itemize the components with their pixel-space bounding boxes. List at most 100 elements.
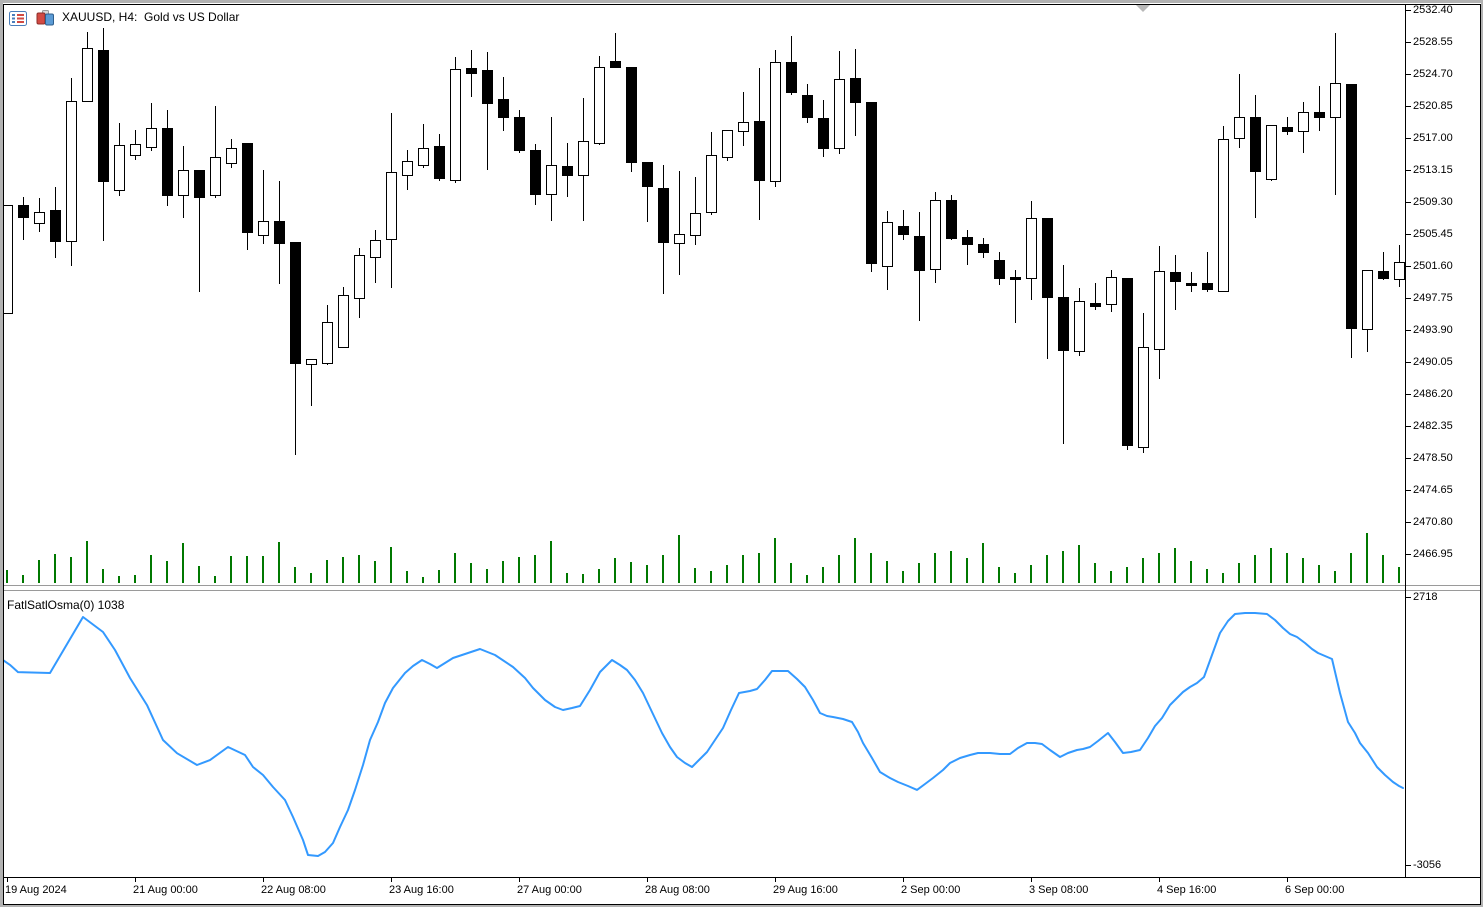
volume-bar xyxy=(150,555,152,583)
volume-bar xyxy=(838,555,840,583)
price-axis-tick xyxy=(1406,138,1411,139)
candle-body xyxy=(930,200,941,270)
candle-body xyxy=(130,144,141,156)
chart-shift-marker-icon[interactable] xyxy=(1136,5,1150,12)
volume-bar xyxy=(1046,555,1048,583)
volume-bar xyxy=(502,561,504,583)
candle-wick xyxy=(1207,252,1208,292)
candle-body xyxy=(226,148,237,164)
price-axis-tick xyxy=(1406,170,1411,171)
volume-bar xyxy=(1110,571,1112,583)
candle-body xyxy=(754,121,765,181)
time-axis-tick xyxy=(1031,878,1032,882)
volume-bar xyxy=(950,551,952,583)
volume-bar xyxy=(278,542,280,583)
panel-splitter-bottom[interactable] xyxy=(4,590,1480,591)
candle-wick xyxy=(679,171,680,275)
candle-wick xyxy=(23,197,24,240)
indicator-axis-tick xyxy=(1406,597,1411,598)
candle-body xyxy=(50,210,61,242)
price-axis-tick xyxy=(1406,426,1411,427)
price-axis-tick xyxy=(1406,394,1411,395)
price-axis[interactable]: 2532.40 2528.55 2524.70 2520.85 2517.00 2513.… xyxy=(1405,0,1483,585)
candle-body xyxy=(418,148,429,166)
candle-body xyxy=(1122,278,1133,446)
volume-bar xyxy=(1318,565,1320,583)
candle-body xyxy=(626,67,637,163)
indicator-axis-label: 2718 xyxy=(1413,591,1438,603)
price-axis-label: 2532.40 xyxy=(1413,4,1453,16)
candle-body xyxy=(1202,283,1213,290)
candle-layer[interactable] xyxy=(0,0,1405,907)
time-axis-label: 22 Aug 08:00 xyxy=(261,884,326,896)
time-axis-label: 21 Aug 00:00 xyxy=(133,884,198,896)
candle-body xyxy=(818,118,829,149)
candle-body xyxy=(1330,83,1341,118)
candle-body xyxy=(1266,125,1277,180)
price-axis-label: 2486.20 xyxy=(1413,388,1453,400)
volume-bar xyxy=(1190,561,1192,583)
candle-wick xyxy=(967,230,968,265)
candle-wick xyxy=(1319,86,1320,131)
time-axis-tick xyxy=(7,878,8,882)
candle-body xyxy=(98,50,109,182)
candle-body xyxy=(898,226,909,235)
candle-wick xyxy=(1015,270,1016,323)
candle-body xyxy=(946,200,957,239)
indicator-axis-label: -3056 xyxy=(1413,859,1442,871)
volume-bar xyxy=(1094,563,1096,583)
time-axis-line[interactable] xyxy=(3,877,1481,878)
time-axis[interactable]: 19 Aug 2024 21 Aug 00:00 22 Aug 08:00 23 Au… xyxy=(0,877,1483,905)
volume-layer xyxy=(6,533,1400,583)
candle-body xyxy=(1010,277,1021,280)
candle-body xyxy=(1154,271,1165,350)
candle-body xyxy=(434,146,445,179)
volume-bar xyxy=(390,547,392,583)
candle-wick xyxy=(423,124,424,168)
market-watch-icon[interactable] xyxy=(9,11,27,26)
time-axis-tick xyxy=(775,878,776,882)
volume-bar xyxy=(1270,548,1272,583)
volume-bar xyxy=(1286,553,1288,583)
volume-bar xyxy=(710,571,712,583)
candle-body xyxy=(482,70,493,104)
candle-body xyxy=(770,62,781,182)
candle-body xyxy=(1362,270,1373,330)
panel-splitter-top[interactable] xyxy=(4,585,1480,586)
indicator-axis[interactable]: 2718 -3056 xyxy=(1405,585,1483,877)
volume-bar xyxy=(966,558,968,583)
candle-wick xyxy=(199,170,200,292)
price-axis-label: 2493.90 xyxy=(1413,324,1453,336)
volume-bar xyxy=(934,553,936,583)
price-axis-label: 2497.75 xyxy=(1413,292,1453,304)
volume-bar xyxy=(1014,573,1016,583)
price-axis-label: 2474.65 xyxy=(1413,484,1453,496)
volume-bar xyxy=(1062,551,1064,583)
candle-body xyxy=(610,61,621,68)
volume-bar xyxy=(758,553,760,583)
candle-wick xyxy=(1239,74,1240,148)
price-axis-label: 2505.45 xyxy=(1413,228,1453,240)
candle-body xyxy=(1298,112,1309,132)
volume-bar xyxy=(1254,555,1256,583)
price-axis-line[interactable] xyxy=(1405,4,1406,877)
one-click-trading-icon[interactable] xyxy=(36,10,54,26)
volume-bar xyxy=(70,557,72,583)
time-axis-label: 2 Sep 00:00 xyxy=(901,884,961,896)
volume-bar xyxy=(214,576,216,583)
price-axis-tick xyxy=(1406,522,1411,523)
volume-bar xyxy=(326,560,328,583)
candle-body xyxy=(738,122,749,132)
price-axis-label: 2524.70 xyxy=(1413,68,1453,80)
volume-bar xyxy=(534,555,536,583)
time-axis-tick xyxy=(135,878,136,882)
volume-bar xyxy=(406,571,408,583)
volume-bar xyxy=(118,576,120,583)
volume-bar xyxy=(166,561,168,583)
volume-bar xyxy=(38,560,40,583)
volume-bar xyxy=(1078,545,1080,583)
volume-bar xyxy=(294,567,296,583)
volume-bar xyxy=(486,569,488,583)
candle-body xyxy=(274,221,285,244)
